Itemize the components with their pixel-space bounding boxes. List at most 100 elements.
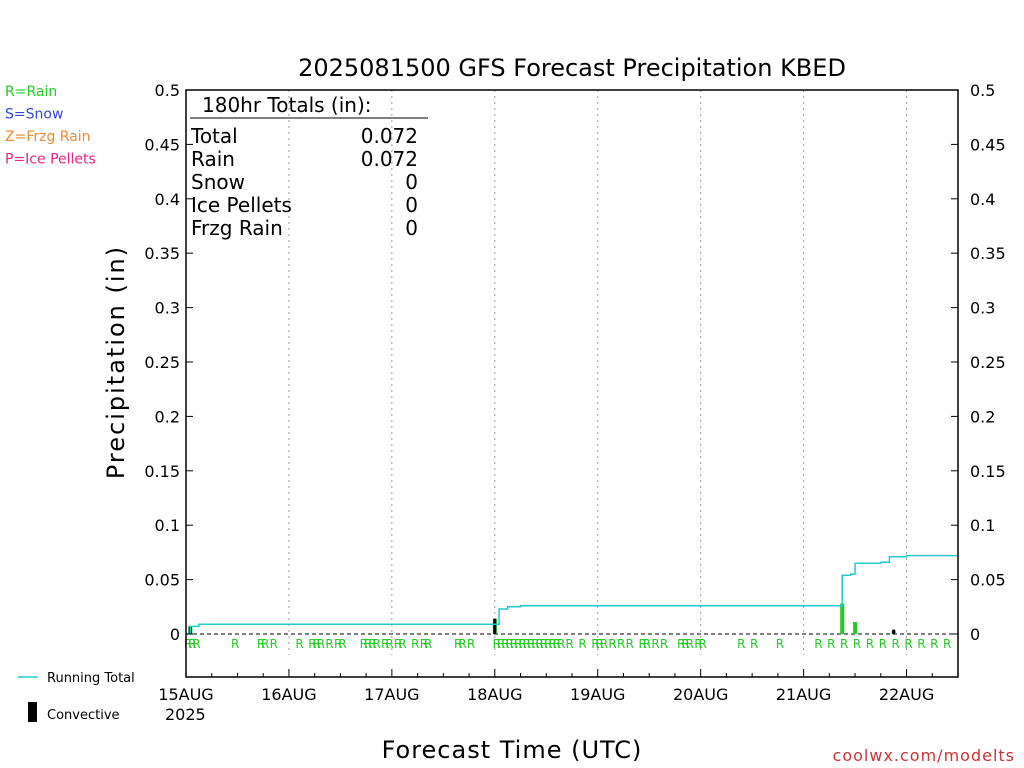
rain-marker: R [514,637,522,651]
x-tick-label-15aug: 15AUG [158,685,213,704]
rain-marker: R [544,637,552,651]
rain-marker: R [814,637,822,651]
convective-bar [892,629,896,634]
rain-marker: R [505,637,513,651]
convective-bar [493,618,497,634]
rain-marker: R [497,637,505,651]
rain-marker: R [737,637,745,651]
y-tick-label-right: 0.2 [970,407,995,426]
y-axis-title: Precipitation (in) [102,245,130,479]
rain-marker: R [458,637,466,651]
rain-marker: R [270,637,278,651]
rain-marker: R [566,637,574,651]
y-tick-label-left: 0.1 [155,516,180,535]
x-tick-label-19aug: 19AUG [570,685,625,704]
totals-box: 180hr Totals (in): Total 0.072 Rain 0.072 Sn… [190,93,428,240]
rain-marker: R [467,637,475,651]
rain-marker: R [398,637,406,651]
rain-marker: R [373,637,381,651]
x-tick-label-18aug: 18AUG [467,685,522,704]
rain-marker: R [325,637,333,651]
rain-marker: R [853,637,861,651]
rain-marker: R [548,637,556,651]
rain-marker: R [904,637,912,651]
y-tick-label-right: 0.1 [970,516,995,535]
rain-marker: R [192,637,200,651]
rain-marker: R [943,637,951,651]
rain-marker: R [694,637,702,651]
rain-marker: R [308,637,316,651]
totals-value: 0.072 [361,147,418,171]
x-tick-label-22aug: 22AUG [879,685,934,704]
y-tick-label-left: 0.2 [155,407,180,426]
y-tick-label-left: 0.45 [144,135,180,154]
rain-marker: R [617,637,625,651]
x-tick-label-20aug: 20AUG [673,685,728,704]
y-tick-label-right: 0.5 [970,81,995,100]
series-legend: Running Total Convective [18,671,135,723]
y-tick-label-right: 0 [970,625,980,644]
rain-marker: R [338,637,346,651]
rain-marker: R [527,637,535,651]
rain-marker: R [540,637,548,651]
x-axis: 15AUG 16AUG 17AUG 18AUG 19AUG 20AUG 21AUG 22AUG [158,669,959,704]
totals-label: Rain [191,147,235,171]
rain-marker: R [750,637,758,651]
y-tick-label-right: 0.45 [970,135,1006,154]
rain-marker: R [643,637,651,651]
rain-marker: R [536,637,544,651]
y-tick-label-left: 0.15 [144,462,180,481]
running-total-line [186,554,958,635]
y-axis-right: 0 0.05 0.1 0.15 0.2 0.25 0.3 0.35 0.4 0.45 0.5 [951,81,1006,644]
rain-marker: R [188,637,196,651]
y-tick-label-left: 0.05 [144,571,180,590]
rain-marker: R [578,637,586,651]
credit-text: coolwx.com/modelts [833,746,1015,765]
rain-marker: R [231,637,239,651]
y-tick-label-left: 0.25 [144,353,180,372]
rain-marker: R [596,637,604,651]
rain-marker: R [840,637,848,651]
y-tick-label-right: 0.35 [970,244,1006,263]
rain-marker: R [510,637,518,651]
rain-marker: R [698,637,706,651]
rain-marker: R [424,637,432,651]
legend-type-item: S=Snow [5,107,63,123]
rain-marker: R [501,637,509,651]
rain-marker: R [368,637,376,651]
rain-marker: R [454,637,462,651]
y-tick-label-right: 0.15 [970,462,1006,481]
precip-bar [840,603,845,634]
chart-title: 2025081500 GFS Forecast Precipitation KB… [298,54,846,82]
y-axis-left: 0 0.05 0.1 0.15 0.2 0.25 0.3 0.35 0.4 0.45 0.5 [144,81,193,644]
rain-marker: R [930,637,938,651]
running-total-legend-label: Running Total [47,671,135,686]
legend-type-item: Z=Frzg Rain [5,129,91,145]
rain-marker: R [866,637,874,651]
y-tick-label-left: 0 [170,625,180,644]
totals-value: 0 [405,170,418,194]
rain-marker: R [518,637,526,651]
rain-marker: R [626,637,634,651]
x-tick-label-21aug: 21AUG [776,685,831,704]
y-tick-label-left: 0.4 [155,190,180,209]
rain-marker: R [523,637,531,651]
vertical-gridlines [288,90,908,655]
totals-label: Total [190,124,238,148]
rain-marker: R [681,637,689,651]
y-tick-label-right: 0.05 [970,571,1006,590]
rain-marker: R [591,637,599,651]
rain-marker: R [385,637,393,651]
y-tick-label-left: 0.35 [144,244,180,263]
rain-marker: R [557,637,565,651]
year-label: 2025 [165,705,206,724]
totals-label: Snow [191,170,245,194]
x-tick-label-16aug: 16AUG [261,685,316,704]
rain-marker: R [364,637,372,651]
rain-marker: R [184,637,192,651]
rain-marker: R [827,637,835,651]
rain-marker: R [394,637,402,651]
rain-marker: R [334,637,342,651]
